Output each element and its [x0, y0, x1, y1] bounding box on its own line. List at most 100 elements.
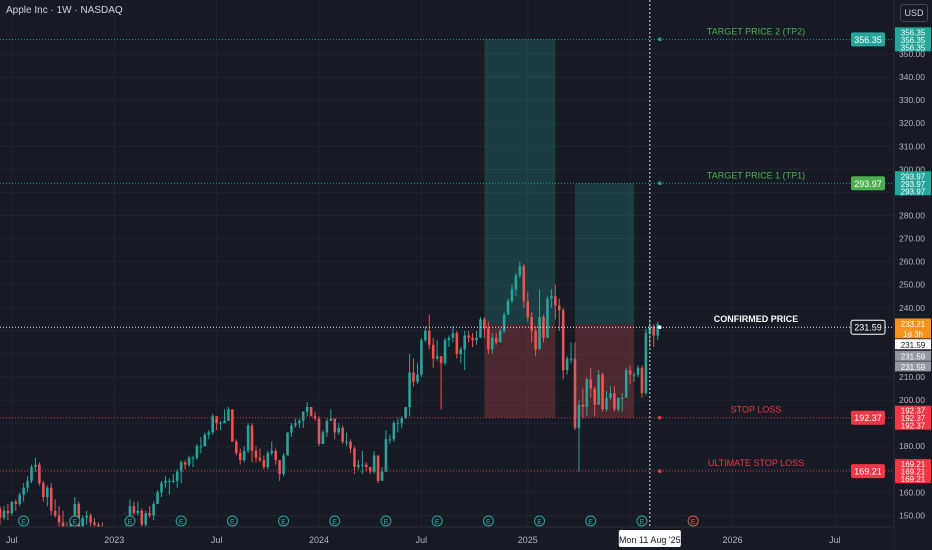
earnings-icon[interactable]: [636, 515, 648, 527]
candle[interactable]: [0, 506, 2, 525]
position-2-profit-zone[interactable]: [574, 183, 635, 324]
candle[interactable]: [613, 386, 616, 412]
candle[interactable]: [447, 335, 451, 348]
candle[interactable]: [424, 326, 427, 343]
candle[interactable]: [388, 434, 392, 444]
earnings-icon[interactable]: [18, 515, 30, 527]
earnings-icon[interactable]: [431, 515, 443, 527]
candle[interactable]: [290, 423, 293, 438]
candle[interactable]: [309, 407, 313, 417]
candle[interactable]: [18, 492, 21, 507]
candle[interactable]: [26, 476, 29, 493]
candle[interactable]: [640, 365, 644, 398]
candle[interactable]: [577, 400, 581, 472]
candle[interactable]: [605, 390, 608, 412]
candle[interactable]: [589, 367, 593, 398]
candle[interactable]: [487, 321, 490, 354]
candle[interactable]: [526, 291, 530, 322]
earnings-icon[interactable]: [585, 515, 597, 527]
candle[interactable]: [30, 464, 33, 484]
candle[interactable]: [317, 416, 321, 447]
candle[interactable]: [538, 289, 541, 350]
candle[interactable]: [518, 261, 522, 278]
candle[interactable]: [557, 298, 561, 331]
earnings-icon[interactable]: [226, 515, 238, 527]
position-2-loss-zone[interactable]: [574, 323, 635, 418]
candle[interactable]: [420, 337, 423, 378]
candle[interactable]: [581, 388, 585, 419]
candle[interactable]: [266, 450, 270, 470]
candle[interactable]: [593, 386, 596, 417]
candle[interactable]: [384, 430, 388, 472]
candle[interactable]: [561, 307, 565, 380]
candle[interactable]: [168, 478, 171, 495]
candle[interactable]: [376, 455, 380, 484]
candle[interactable]: [502, 312, 506, 334]
candle[interactable]: [522, 263, 526, 308]
candle[interactable]: [498, 328, 502, 343]
candle[interactable]: [483, 317, 486, 338]
candle[interactable]: [156, 490, 159, 504]
candle[interactable]: [632, 372, 636, 382]
candle[interactable]: [353, 446, 356, 474]
candle[interactable]: [443, 337, 447, 366]
candle[interactable]: [160, 480, 163, 498]
candle[interactable]: [408, 353, 411, 417]
candle[interactable]: [179, 460, 183, 484]
candle[interactable]: [372, 450, 376, 474]
currency-button[interactable]: USD: [900, 4, 928, 22]
candle[interactable]: [270, 441, 274, 456]
candle[interactable]: [14, 499, 18, 511]
candle[interactable]: [341, 425, 344, 444]
candle[interactable]: [609, 386, 612, 401]
candle[interactable]: [361, 450, 364, 474]
candle[interactable]: [282, 453, 285, 477]
candle[interactable]: [238, 448, 242, 465]
candle[interactable]: [463, 330, 467, 371]
candle[interactable]: [85, 510, 88, 525]
candle[interactable]: [368, 467, 372, 474]
candle[interactable]: [628, 365, 632, 384]
candle[interactable]: [305, 402, 309, 417]
candle[interactable]: [569, 342, 573, 364]
candle[interactable]: [337, 423, 340, 435]
candle[interactable]: [301, 411, 305, 428]
candle[interactable]: [439, 356, 443, 410]
candle[interactable]: [333, 418, 337, 440]
candle[interactable]: [211, 413, 214, 435]
candle[interactable]: [565, 356, 569, 375]
candle[interactable]: [380, 467, 384, 481]
candle[interactable]: [321, 430, 325, 444]
candle[interactable]: [435, 340, 439, 361]
candle[interactable]: [250, 423, 254, 463]
candle[interactable]: [573, 342, 577, 431]
candle[interactable]: [349, 439, 352, 454]
candle[interactable]: [42, 480, 45, 502]
candle[interactable]: [6, 503, 10, 521]
candle[interactable]: [215, 416, 218, 431]
candle[interactable]: [601, 372, 604, 412]
candle[interactable]: [550, 289, 553, 308]
candle[interactable]: [148, 506, 151, 518]
candle[interactable]: [514, 273, 518, 297]
candle[interactable]: [494, 333, 498, 345]
candle[interactable]: [231, 409, 234, 442]
candle[interactable]: [262, 455, 266, 470]
candle[interactable]: [467, 330, 470, 343]
candle[interactable]: [199, 437, 203, 454]
candle[interactable]: [195, 443, 199, 461]
candle[interactable]: [227, 407, 230, 421]
candle[interactable]: [491, 333, 494, 354]
candle[interactable]: [396, 418, 400, 433]
candle[interactable]: [620, 393, 624, 412]
candle[interactable]: [49, 483, 53, 516]
candle[interactable]: [506, 298, 510, 315]
candle[interactable]: [34, 457, 37, 472]
candle[interactable]: [431, 337, 435, 368]
candle[interactable]: [2, 506, 6, 521]
position-1-profit-zone[interactable]: [484, 39, 556, 324]
candle[interactable]: [10, 501, 14, 516]
candle[interactable]: [191, 455, 195, 468]
candle[interactable]: [286, 432, 289, 456]
